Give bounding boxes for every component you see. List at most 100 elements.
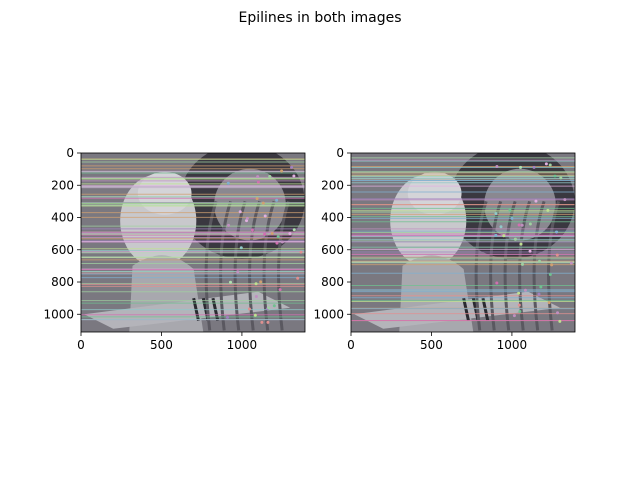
keypoint: [528, 249, 532, 253]
keypoint: [534, 199, 538, 203]
keypoint: [290, 165, 294, 169]
keypoint: [517, 223, 521, 227]
keypoint: [528, 222, 532, 226]
keypoint: [280, 169, 284, 173]
keypoint: [261, 201, 265, 205]
keypoint: [519, 242, 523, 246]
keypoint: [238, 210, 242, 214]
keypoint: [255, 197, 259, 201]
keypoint: [292, 174, 296, 178]
keypoint: [563, 198, 567, 202]
keypoint: [253, 313, 257, 317]
keypoint: [494, 212, 498, 216]
y-tick-label: 800: [321, 275, 344, 289]
keypoint: [537, 292, 541, 296]
keypoint: [256, 180, 260, 184]
keypoint: [517, 303, 521, 307]
keypoint: [250, 228, 254, 232]
keypoint: [547, 301, 551, 305]
keypoint: [256, 175, 260, 179]
keypoint: [544, 162, 548, 166]
keypoint: [555, 230, 559, 234]
keypoint: [275, 198, 279, 202]
y-tick-label: 800: [51, 275, 74, 289]
x-tick-label: 1000: [497, 338, 528, 352]
panels: 0 500 1000 0 200 400 600 800 1000 0 500 1000 0 200 400…: [43, 146, 576, 352]
y-tick-label: 200: [321, 178, 344, 192]
x-tick-label: 0: [347, 338, 355, 352]
keypoint: [292, 228, 296, 232]
axes-frame: [80, 152, 306, 333]
lying-object: [354, 291, 561, 329]
keypoint: [225, 315, 229, 319]
left-image-axes: 0 500 1000 0 200 400 600 800 1000: [43, 146, 306, 352]
keypoint: [538, 259, 542, 263]
keypoint: [532, 165, 536, 169]
keypoint: [288, 232, 292, 236]
y-tick-label: 1000: [313, 307, 344, 321]
keypoint: [556, 311, 560, 315]
keypoint: [502, 234, 506, 238]
keypoint: [226, 181, 230, 185]
keypoint: [263, 214, 267, 218]
y-tick-label: 600: [321, 243, 344, 257]
keypoint: [259, 280, 263, 284]
keypoint: [239, 246, 243, 250]
keypoint: [520, 262, 524, 266]
keypoint: [548, 163, 552, 167]
keypoint: [512, 314, 516, 318]
axes-frame: [350, 152, 576, 333]
keypoint: [263, 232, 267, 236]
y-tick-label: 400: [321, 211, 344, 225]
keypoint: [260, 320, 264, 324]
keypoint: [518, 309, 522, 313]
keypoint: [559, 176, 563, 180]
keypoint: [513, 237, 517, 241]
keypoint: [539, 285, 543, 289]
y-tick-label: 400: [51, 211, 74, 225]
keypoint: [495, 164, 499, 168]
keypoint: [508, 208, 512, 212]
keypoint: [270, 232, 274, 236]
y-tick-label: 0: [336, 146, 344, 160]
keypoint: [495, 281, 499, 285]
y-tick-label: 200: [51, 178, 74, 192]
keypoint: [266, 320, 270, 324]
right-image: [351, 153, 575, 332]
keypoint: [558, 319, 562, 323]
keypoint: [548, 273, 552, 277]
keypoint: [520, 223, 524, 227]
keypoint: [272, 304, 276, 308]
keypoint: [299, 250, 303, 254]
keypoint: [280, 240, 284, 244]
keypoint: [494, 233, 498, 237]
keypoint: [247, 307, 251, 311]
keypoint: [245, 219, 249, 223]
keypoint: [553, 174, 557, 178]
keypoint: [523, 288, 527, 292]
keypoint: [555, 253, 559, 257]
keypoint: [550, 263, 554, 267]
keypoint: [275, 241, 279, 245]
figure-title: Epilines in both images: [238, 10, 401, 26]
keypoint: [245, 216, 249, 220]
keypoint: [276, 235, 280, 239]
y-tick-label: 0: [66, 146, 74, 160]
y-tick-label: 1000: [43, 307, 74, 321]
x-tick-label: 0: [77, 338, 85, 352]
y-tick-label: 600: [51, 243, 74, 257]
left-image: [81, 153, 305, 332]
keypoint: [278, 288, 282, 292]
keypoint: [499, 225, 503, 229]
keypoint: [268, 174, 272, 178]
keypoint: [546, 208, 550, 212]
x-tick-label: 1000: [227, 338, 258, 352]
right-image-axes: 0 500 1000 0 200 400 600 800 1000: [313, 146, 576, 352]
keypoint: [517, 291, 521, 295]
keypoint: [267, 306, 271, 310]
keypoint: [519, 165, 523, 169]
keypoint: [254, 282, 258, 286]
keypoint: [510, 216, 514, 220]
keypoint: [229, 280, 233, 284]
